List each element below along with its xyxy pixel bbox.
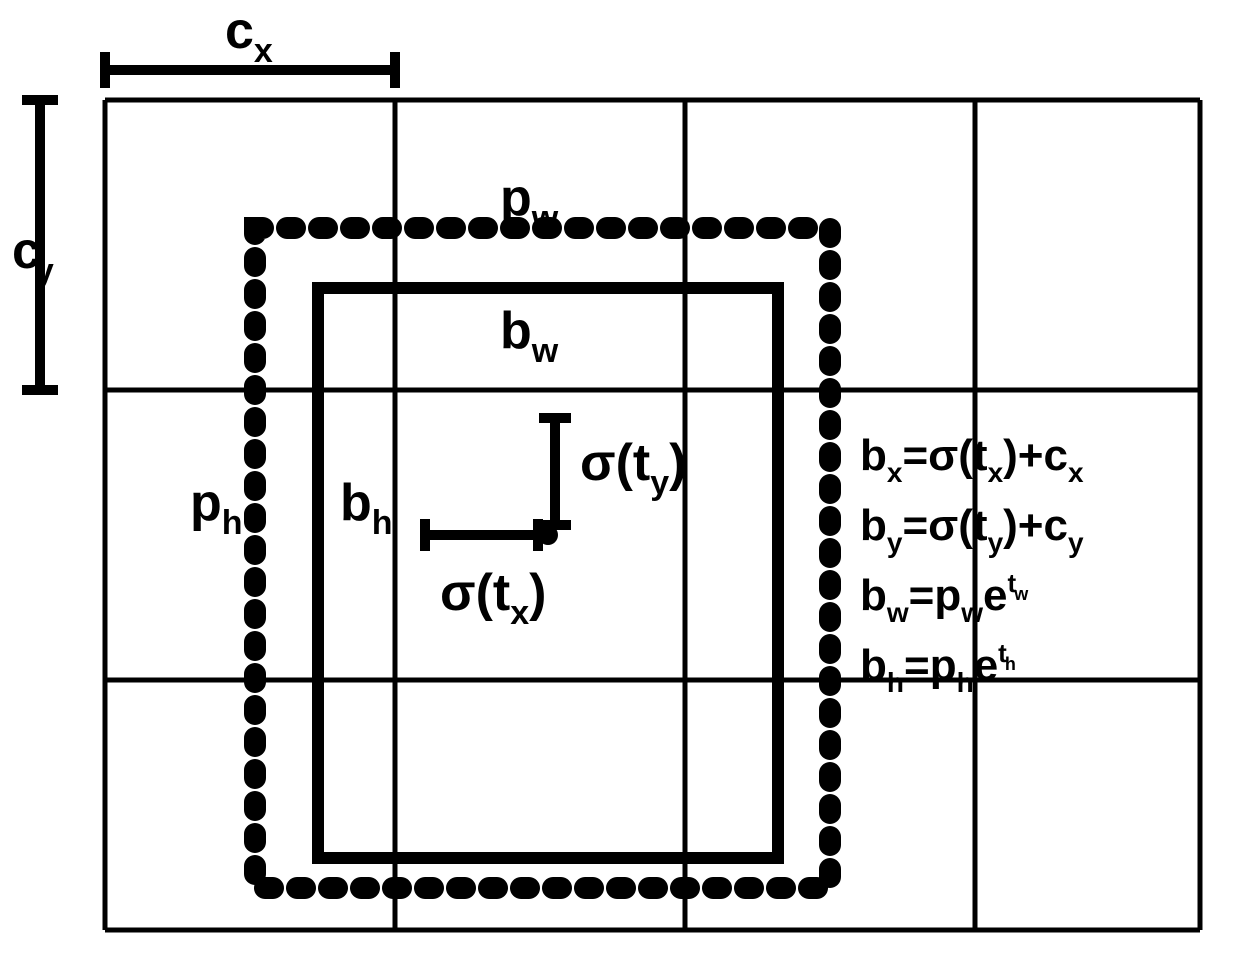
center-dot (538, 525, 558, 545)
equation-bh: bh=pheth (860, 638, 1016, 698)
equation-bw: bw=pwetw (860, 568, 1029, 628)
label-sigma-tx: σ(tx) (440, 564, 546, 632)
label-sigma-ty: σ(ty) (580, 434, 686, 502)
